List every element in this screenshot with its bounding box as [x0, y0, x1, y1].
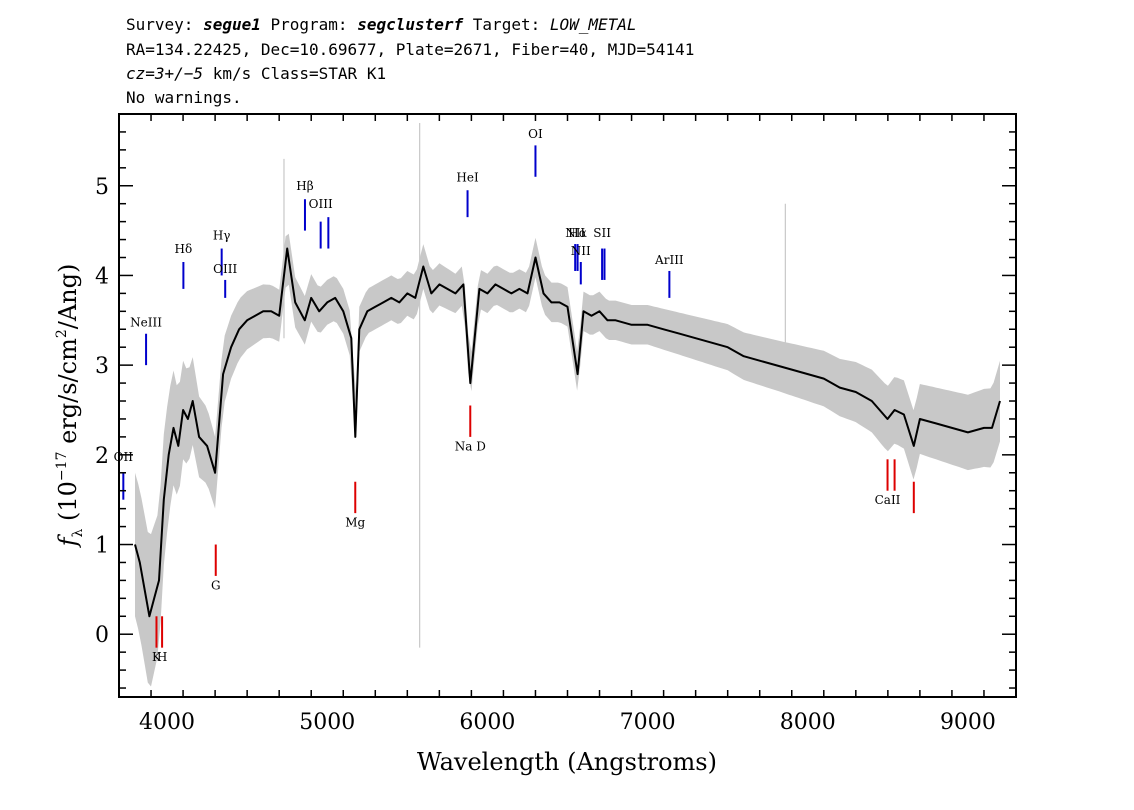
- y-tick-label: 5: [95, 175, 109, 200]
- line-marker-label: OI: [528, 127, 543, 141]
- x-tick-label: 9000: [940, 710, 996, 735]
- line-marker-label: CaII: [875, 493, 901, 507]
- header-line-survey: Survey: segue1 Program: segclusterf Targ…: [126, 15, 637, 34]
- line-marker-label: NII: [565, 226, 585, 240]
- line-marker-label: NII: [571, 244, 591, 258]
- y-tick-label: 3: [95, 354, 109, 379]
- axis-tick-labels: 4000 5000 6000 7000 8000 9000 0 1 2 3 4 5: [95, 175, 996, 735]
- line-marker-label: Na D: [455, 439, 486, 453]
- x-tick-label: 6000: [459, 710, 515, 735]
- line-marker-label: G: [211, 578, 221, 592]
- x-tick-label: 7000: [620, 710, 676, 735]
- y-axis-title: fλ (10−17 erg/s/cm2/Ang): [54, 264, 86, 549]
- line-marker-label: NeIII: [130, 316, 162, 330]
- line-marker-label: Hβ: [296, 179, 313, 193]
- x-tick-label: 5000: [299, 710, 355, 735]
- x-axis-title: Wavelength (Angstroms): [417, 748, 717, 776]
- flux-line: [134, 247, 1001, 618]
- plot-area: OIINeIIIHδHγOIIIHβOIIIHeIOINIIHαNIISIIAr…: [95, 113, 1017, 735]
- line-marker-label: SII: [593, 226, 611, 240]
- sky-residual-spikes: [283, 122, 786, 648]
- header-line-warnings: No warnings.: [126, 88, 242, 107]
- line-marker-label: ArIII: [654, 253, 684, 267]
- spectral-line-markers: OIINeIIIHδHγOIIIHβOIIIHeIOINIIHαNIISIIAr…: [114, 127, 915, 664]
- error-band: [135, 233, 1000, 687]
- axis-ticks: [118, 113, 1017, 697]
- line-marker-label: OII: [114, 450, 134, 464]
- flux-series: [134, 247, 1001, 618]
- y-tick-label: 0: [95, 623, 109, 648]
- line-marker-label: K: [152, 650, 162, 664]
- line-marker-label: Mg: [345, 516, 365, 530]
- header-line-coordinates: RA=134.22425, Dec=10.69677, Plate=2671, …: [126, 40, 694, 59]
- line-marker-label: Hα: [568, 226, 587, 240]
- header-line-redshift: cz=3+/−5 km/s Class=STAR K1: [126, 64, 386, 83]
- spectrum-header: Survey: segue1 Program: segclusterf Targ…: [126, 15, 694, 107]
- y-tick-label: 1: [95, 534, 109, 559]
- error-band-fill: [135, 233, 1000, 687]
- line-marker-label: H: [157, 650, 167, 664]
- line-marker-label: OIII: [309, 197, 333, 211]
- line-marker-label: Hδ: [175, 242, 193, 256]
- y-tick-label: 4: [95, 264, 109, 289]
- line-marker-label: OIII: [213, 262, 237, 276]
- x-tick-label: 8000: [780, 710, 836, 735]
- line-marker-label: HeI: [456, 170, 479, 184]
- y-tick-label: 2: [95, 444, 109, 469]
- x-tick-label: 4000: [139, 710, 195, 735]
- line-marker-label: Hγ: [213, 229, 231, 243]
